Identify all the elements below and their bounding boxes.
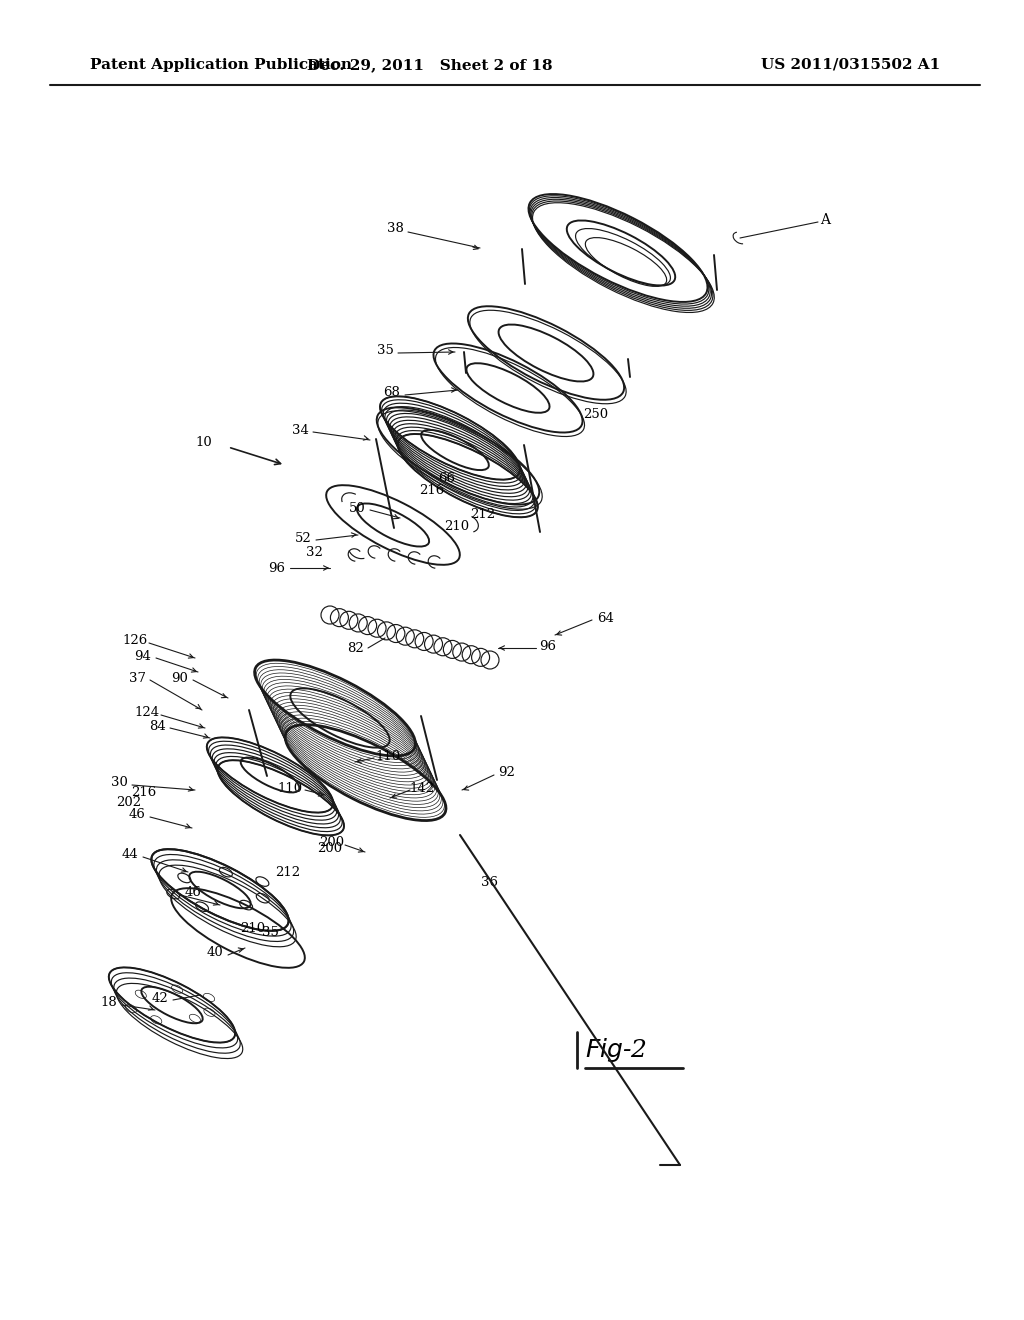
Text: 40: 40 [207, 946, 223, 960]
Text: 110: 110 [376, 750, 400, 763]
Text: 35: 35 [261, 927, 279, 940]
Text: 37: 37 [128, 672, 145, 685]
Text: 44: 44 [122, 849, 138, 862]
Text: A: A [820, 213, 830, 227]
Text: 96: 96 [540, 639, 556, 652]
Text: 210: 210 [444, 520, 470, 533]
Text: 250: 250 [584, 408, 608, 421]
Text: 68: 68 [384, 387, 400, 400]
Text: 10: 10 [196, 436, 212, 449]
Text: 92: 92 [499, 767, 515, 780]
Text: 200: 200 [317, 842, 343, 854]
Text: 35: 35 [377, 345, 393, 358]
Text: 96: 96 [268, 561, 286, 574]
Text: 216: 216 [131, 785, 157, 799]
Text: 46: 46 [184, 887, 202, 899]
Text: 210: 210 [241, 921, 265, 935]
Text: 200: 200 [319, 837, 344, 850]
Text: 94: 94 [134, 649, 152, 663]
Text: US 2011/0315502 A1: US 2011/0315502 A1 [761, 58, 940, 73]
Text: 18: 18 [100, 997, 118, 1010]
Text: 52: 52 [295, 532, 311, 544]
Text: 202: 202 [117, 796, 141, 808]
Text: 46: 46 [129, 808, 145, 821]
Text: 216: 216 [420, 483, 444, 496]
Text: 90: 90 [172, 672, 188, 685]
Text: 212: 212 [275, 866, 301, 879]
Text: 66: 66 [438, 471, 456, 484]
Text: 124: 124 [134, 706, 160, 719]
Text: Patent Application Publication: Patent Application Publication [90, 58, 352, 73]
Text: 142: 142 [410, 781, 434, 795]
Text: 212: 212 [470, 508, 496, 521]
Text: 110: 110 [278, 781, 302, 795]
Text: 84: 84 [148, 719, 165, 733]
Text: 32: 32 [305, 546, 323, 560]
Text: 38: 38 [387, 222, 403, 235]
Text: $\mathit{Fig}$-2: $\mathit{Fig}$-2 [585, 1036, 647, 1064]
Text: 34: 34 [292, 424, 308, 437]
Text: 82: 82 [347, 642, 364, 655]
Text: 50: 50 [348, 502, 366, 515]
Text: 64: 64 [598, 611, 614, 624]
Text: Dec. 29, 2011   Sheet 2 of 18: Dec. 29, 2011 Sheet 2 of 18 [307, 58, 553, 73]
Text: 36: 36 [481, 875, 499, 888]
Text: 30: 30 [111, 776, 127, 789]
Text: 126: 126 [123, 635, 147, 648]
Text: 42: 42 [152, 991, 168, 1005]
